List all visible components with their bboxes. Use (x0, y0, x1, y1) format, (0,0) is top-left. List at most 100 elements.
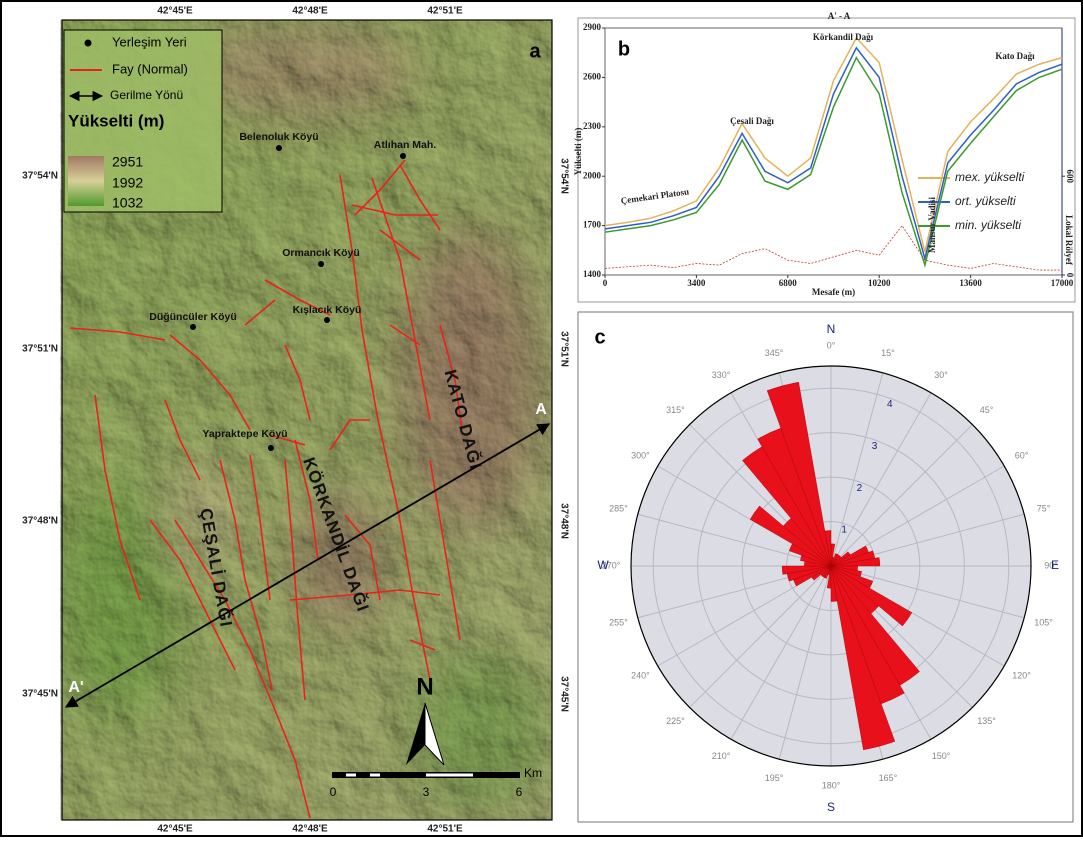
panel-label: b (618, 38, 630, 60)
legend-label: Gerilme Yönü (110, 88, 183, 102)
panel-label: a (529, 40, 541, 62)
angle-label: 225° (666, 716, 685, 726)
angle-label: 150° (932, 751, 951, 761)
place-dot (268, 445, 274, 451)
lat-label: 37°54'N (558, 158, 569, 194)
lon-label: 42°48'E (292, 6, 328, 17)
section-end: A' (68, 679, 83, 696)
place-name: Belenoluk Köyü (239, 131, 318, 143)
place-dot (276, 145, 282, 151)
section-end: A (535, 401, 547, 418)
angle-label: 180° (822, 780, 841, 790)
y2-axis-label: Lokal Rölyef (1064, 215, 1074, 266)
lat-label: 37°48'N (558, 503, 569, 539)
y-tick-label: 1400 (583, 269, 602, 279)
legend-value: 1992 (112, 175, 143, 191)
angle-label: 45° (980, 405, 994, 415)
angle-label: 15° (881, 348, 895, 358)
scale-label: 3 (423, 785, 430, 799)
annotation: Mansur Vadisi (927, 196, 937, 253)
angle-label: 0° (827, 340, 836, 350)
legend-label: min. yükselti (955, 218, 1021, 232)
legend-label: mex. yükselti (955, 170, 1025, 184)
lat-label: 37°51'N (558, 331, 569, 367)
angle-label: 285° (609, 503, 628, 513)
angle-label: 135° (977, 716, 996, 726)
lat-label: 37°51'N (22, 344, 58, 355)
legend-label: Fay (Normal) (112, 61, 188, 76)
place-name: Kışlacık Köyü (293, 304, 362, 316)
place-name: Düğüncüler Köyü (149, 311, 237, 323)
lat-label: 37°48'N (22, 516, 58, 527)
chart-title: A' - A (828, 11, 851, 21)
angle-label: 195° (765, 773, 784, 783)
lat-label: 37°45'N (558, 676, 569, 712)
x-tick-label: 6800 (779, 278, 798, 288)
direction-label: S (827, 800, 835, 814)
scale-label: 0 (330, 785, 337, 799)
lon-label: 42°51'E (427, 6, 463, 17)
angle-label: 255° (609, 617, 628, 627)
angle-label: 345° (765, 348, 784, 358)
lon-label: 42°45'E (157, 824, 193, 835)
legend-value: 2951 (112, 154, 143, 170)
x-tick-label: 0 (603, 278, 608, 288)
north-label: N (416, 673, 433, 700)
legend-title: Yükselti (m) (68, 111, 164, 130)
legend-label: Yerleşim Yeri (112, 34, 187, 49)
x-tick-label: 17000 (1051, 278, 1074, 288)
ring-label: 4 (887, 399, 893, 410)
angle-label: 315° (666, 405, 685, 415)
scale-bar (332, 772, 520, 778)
panel-label: c (594, 326, 605, 348)
place-dot (324, 317, 330, 323)
lon-label: 42°45'E (157, 6, 193, 17)
angle-label: 300° (631, 450, 650, 460)
legend-value: 1032 (112, 195, 143, 211)
scale-unit: Km (524, 766, 542, 780)
y-tick-label: 2600 (583, 71, 602, 81)
lat-label: 37°54'N (22, 171, 58, 182)
direction-label: E (1051, 558, 1059, 572)
x-axis-label: Mesafe (m) (812, 287, 855, 297)
lon-label: 42°48'E (292, 824, 328, 835)
angle-label: 165° (879, 773, 898, 783)
angle-label: 105° (1034, 617, 1053, 627)
y-tick-label: 2900 (583, 22, 602, 32)
place-name: Ormancık Köyü (282, 247, 360, 259)
place-name: Yapraktepe Köyü (202, 428, 287, 440)
annotation: Körkandil Dağı (813, 32, 874, 42)
y-tick-label: 2000 (583, 170, 602, 180)
y2-tick-label: 600 (1065, 169, 1075, 183)
lon-label: 42°51'E (427, 824, 463, 835)
x-tick-label: 10200 (868, 278, 891, 288)
y-tick-label: 2300 (583, 121, 602, 131)
elevation-ramp (68, 156, 104, 206)
legend-label: ort. yükselti (955, 194, 1016, 208)
ring-label: 3 (872, 441, 878, 452)
angle-label: 120° (1012, 670, 1031, 680)
direction-label: W (597, 558, 609, 572)
direction-label: N (827, 322, 836, 336)
angle-label: 210° (712, 751, 731, 761)
y2-tick-label: 0 (1065, 273, 1075, 278)
y-tick-label: 1700 (583, 220, 602, 230)
x-tick-label: 13600 (959, 278, 982, 288)
scale-label: 6 (516, 785, 523, 799)
place-dot (400, 153, 406, 159)
ring-label: 2 (857, 483, 863, 494)
place-dot (318, 261, 324, 267)
y-axis-label: Yükselti (m) (573, 128, 583, 176)
figure: 42°45'E 42°48'E 42°51'E 42°45'E 42°48'E … (0, 0, 1083, 837)
angle-label: 330° (712, 370, 731, 380)
ring-label: 1 (841, 525, 847, 536)
x-tick-label: 3400 (687, 278, 706, 288)
angle-label: 240° (631, 670, 650, 680)
legend-dot (85, 40, 92, 47)
angle-label: 75° (1037, 503, 1051, 513)
angle-label: 60° (1015, 450, 1029, 460)
annotation: Kato Dağı (995, 51, 1035, 61)
angle-label: 30° (934, 370, 948, 380)
annotation: Çesali Dağı (730, 116, 774, 126)
lat-label: 37°45'N (22, 689, 58, 700)
